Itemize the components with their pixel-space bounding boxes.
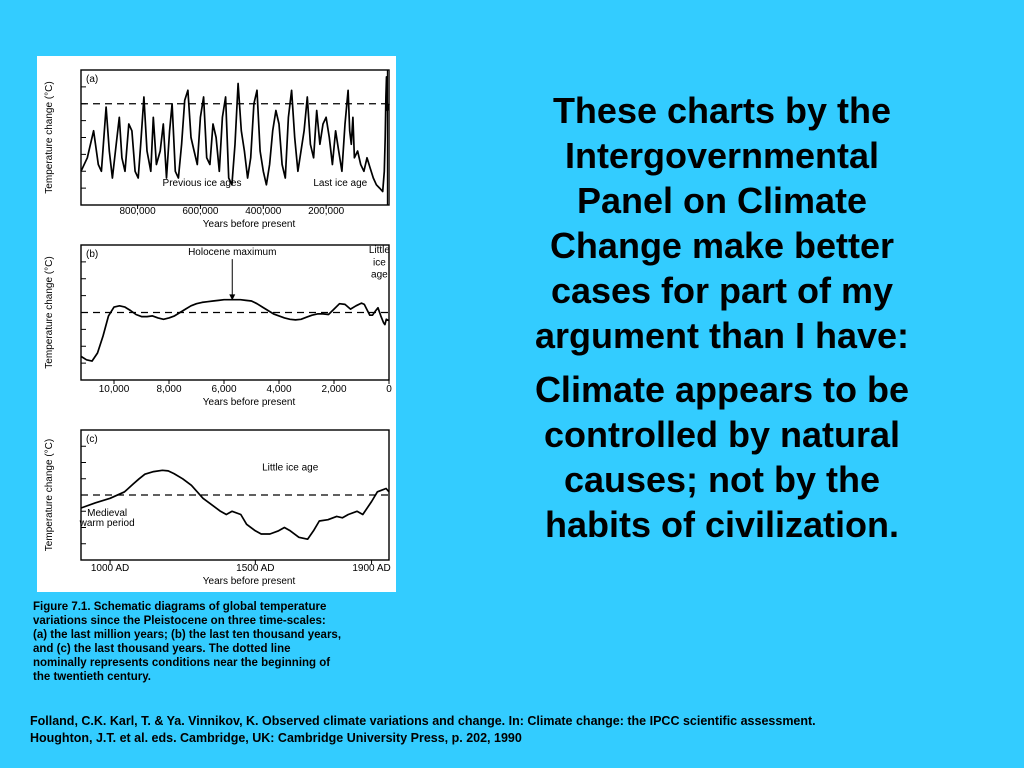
x-tick-label: 600,000 [182, 206, 219, 217]
x-tick-label: 2,000 [321, 384, 346, 395]
headline-paragraph-1: These charts by the Intergovernmental Pane… [462, 88, 982, 358]
x-tick-label: 200,000 [308, 206, 345, 217]
chart-annotation: Holocene maximum [188, 247, 276, 258]
y-axis-title: Temperature change (°C) [44, 256, 55, 368]
x-tick-label: 4,000 [266, 384, 291, 395]
temperature-series-line [80, 298, 390, 362]
chart-panel-a: (a) 800,000 600,000 400,000 200,000 Years bef… [44, 69, 390, 230]
x-tick-label: 800,000 [119, 206, 156, 217]
figure-caption: Figure 7.1. Schematic diagrams of global… [33, 600, 418, 684]
chart-annotation: Previous ice ages [163, 178, 242, 189]
x-axis-title: Years before present [203, 576, 296, 587]
headline-line: habits of civilization. [544, 504, 900, 545]
chart-annotation: age [371, 269, 388, 280]
chart-annotation: Last ice age [313, 178, 367, 189]
chart-annotation: Little [369, 245, 391, 256]
x-tick-label: 1500 AD [236, 563, 274, 574]
caption-line: Figure 7.1. Schematic diagrams of global… [33, 601, 327, 613]
citation-line: Houghton, J.T. et al. eds. Cambridge, UK… [30, 731, 522, 745]
headline-line: Intergovernmental [564, 135, 880, 176]
chart-annotation: warm period [79, 518, 135, 529]
headline-line: These charts by the [552, 90, 892, 131]
y-axis-title: Temperature change (°C) [44, 81, 55, 193]
headline-line: cases for part of my [550, 270, 894, 311]
citation-line: Folland, C.K. Karl, T. & Ya. Vinnikov, K… [30, 714, 816, 728]
panel-label: (b) [86, 249, 98, 260]
x-axis-title: Years before present [203, 397, 296, 408]
plot-frame [80, 244, 390, 381]
y-axis-title: Temperature change (°C) [44, 439, 55, 551]
chart-annotation: Medieval [87, 508, 127, 519]
x-tick-label: 10,000 [99, 384, 130, 395]
x-tick-label: 0 [386, 384, 392, 395]
annotation-arrowhead [229, 294, 236, 301]
headline-text: These charts by the Intergovernmental Pane… [462, 88, 982, 547]
x-tick-label: 6,000 [211, 384, 236, 395]
panel-label: (a) [86, 74, 98, 85]
caption-line: (a) the last million years; (b) the last… [33, 629, 342, 641]
chart-panel-c: (c) 1000 AD 1500 AD 1900 AD Years before pre… [44, 429, 391, 587]
ipcc-figure-panel: (a) 800,000 600,000 400,000 200,000 Years bef… [37, 56, 396, 592]
caption-line: nominally represents conditions near the… [33, 657, 331, 669]
caption-line: variations since the Pleistocene on thre… [33, 615, 326, 627]
caption-line: the twentieth century. [33, 671, 151, 683]
x-tick-label: 400,000 [245, 206, 282, 217]
x-tick-label: 1000 AD [91, 563, 129, 574]
panel-label: (c) [86, 434, 98, 445]
x-tick-label: 8,000 [156, 384, 181, 395]
headline-line: Climate appears to be [534, 369, 910, 410]
headline-line: controlled by natural [543, 414, 901, 455]
chart-panel-b: (b) 10,000 8,000 6,000 4,000 2,000 0 Years befo… [44, 244, 392, 408]
plot-frame [80, 429, 390, 561]
temperature-series-line [80, 75, 390, 193]
x-tick-label: 1900 AD [352, 563, 390, 574]
chart-annotation: ice [373, 257, 386, 268]
citation: Folland, C.K. Karl, T. & Ya. Vinnikov, K… [30, 713, 990, 747]
temperature-series-line [80, 469, 390, 541]
chart-annotation: Little ice age [262, 462, 319, 473]
headline-line: argument than I have: [534, 315, 910, 356]
headline-line: Panel on Climate [576, 180, 868, 221]
headline-line: causes; not by the [563, 459, 881, 500]
headline-line: Change make better [549, 225, 895, 266]
caption-line: and (c) the last thousand years. The dot… [33, 643, 291, 655]
x-axis-title: Years before present [203, 219, 296, 230]
ipcc-temperature-charts: (a) 800,000 600,000 400,000 200,000 Years bef… [44, 69, 392, 587]
headline-paragraph-2: Climate appears to be controlled by natur… [462, 367, 982, 547]
